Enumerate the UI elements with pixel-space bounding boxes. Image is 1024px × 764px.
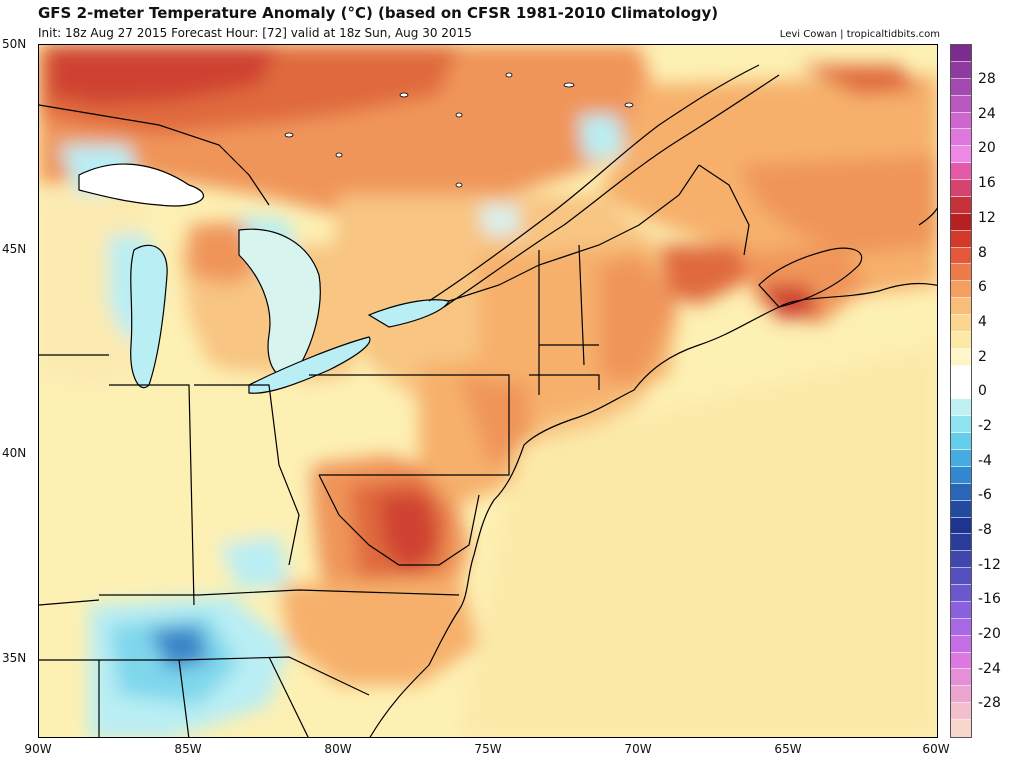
colorbar-label: 4: [978, 314, 987, 330]
lon-label-60w: 60W: [922, 742, 950, 756]
colorbar-label: -28: [978, 695, 1001, 711]
colorbar-cell: [951, 45, 971, 62]
colorbar-cell: [951, 366, 971, 383]
colorbar-label: -2: [978, 418, 992, 434]
colorbar-label: 2: [978, 349, 987, 365]
colorbar-cell: [951, 720, 971, 737]
colorbar-cell: [951, 433, 971, 450]
colorbar-cell: [951, 96, 971, 113]
colorbar-cell: [951, 349, 971, 366]
colorbar-cell: [951, 450, 971, 467]
colorbar-cell: [951, 602, 971, 619]
colorbar-cell: [951, 416, 971, 433]
lon-label-80w: 80W: [324, 742, 352, 756]
anomaly-map: [38, 44, 938, 738]
colorbar-label: -24: [978, 661, 1001, 677]
colorbar-label: 0: [978, 383, 987, 399]
colorbar-cell: [951, 467, 971, 484]
colorbar-cell: [951, 703, 971, 720]
colorbar-cell: [951, 653, 971, 669]
colorbar: [950, 44, 972, 738]
colorbar-cell: [951, 113, 971, 129]
lon-label-75w: 75W: [474, 742, 502, 756]
colorbar-cell: [951, 163, 971, 180]
colorbar-cell: [951, 534, 971, 551]
colorbar-cell: [951, 146, 971, 163]
small-lakes: [284, 72, 634, 188]
colorbar-cell: [951, 669, 971, 686]
colorbar-label: -4: [978, 453, 992, 469]
colorbar-cell: [951, 281, 971, 298]
boundary-lines: [39, 64, 937, 737]
anomaly-field: [39, 45, 937, 737]
colorbar-cell: [951, 568, 971, 585]
colorbar-cell: [951, 231, 971, 248]
colorbar-cell: [951, 79, 971, 96]
forecast-info: Init: 18z Aug 27 2015 Forecast Hour: [72…: [38, 26, 472, 40]
colorbar-label: 28: [978, 71, 996, 87]
colorbar-cell: [951, 619, 971, 636]
colorbar-cell: [951, 686, 971, 703]
colorbar-label: -8: [978, 522, 992, 538]
colorbar-label: 8: [978, 245, 987, 261]
colorbar-cell: [951, 501, 971, 518]
colorbar-cell: [951, 214, 971, 231]
lat-label-40n: 40N: [2, 446, 27, 460]
colorbar-cell: [951, 484, 971, 501]
colorbar-label: -20: [978, 626, 1001, 642]
colorbar-cell: [951, 180, 971, 197]
colorbar-label: 12: [978, 210, 996, 226]
colorbar-cell: [951, 399, 971, 416]
colorbar-label: -6: [978, 487, 992, 503]
colorbar-cell: [951, 248, 971, 264]
colorbar-cell: [951, 383, 971, 399]
colorbar-cell: [951, 585, 971, 602]
colorbar-label: -12: [978, 557, 1001, 573]
colorbar-cell: [951, 129, 971, 146]
colorbar-cell: [951, 518, 971, 534]
colorbar-cell: [951, 298, 971, 315]
lat-label-35n: 35N: [2, 651, 27, 665]
lon-label-90w: 90W: [24, 742, 52, 756]
colorbar-cell: [951, 636, 971, 653]
colorbar-cell: [951, 332, 971, 349]
colorbar-cell: [951, 264, 971, 281]
lon-label-85w: 85W: [174, 742, 202, 756]
lat-label-50n: 50N: [2, 37, 27, 51]
colorbar-cell: [951, 197, 971, 214]
colorbar-label: 24: [978, 106, 996, 122]
credit-text: Levi Cowan | tropicaltidbits.com: [779, 29, 940, 40]
anomaly-map-svg: [39, 45, 937, 737]
colorbar-label: 16: [978, 175, 996, 191]
lon-label-70w: 70W: [624, 742, 652, 756]
colorbar-label: -16: [978, 591, 1001, 607]
colorbar-label: 6: [978, 279, 987, 295]
colorbar-cell: [951, 315, 971, 332]
colorbar-cell: [951, 62, 971, 79]
colorbar-cell: [951, 551, 971, 568]
map-title: GFS 2-meter Temperature Anomaly (°C) (ba…: [38, 4, 719, 22]
colorbar-label: 20: [978, 140, 996, 156]
lat-label-45n: 45N: [2, 242, 27, 256]
lon-label-65w: 65W: [774, 742, 802, 756]
